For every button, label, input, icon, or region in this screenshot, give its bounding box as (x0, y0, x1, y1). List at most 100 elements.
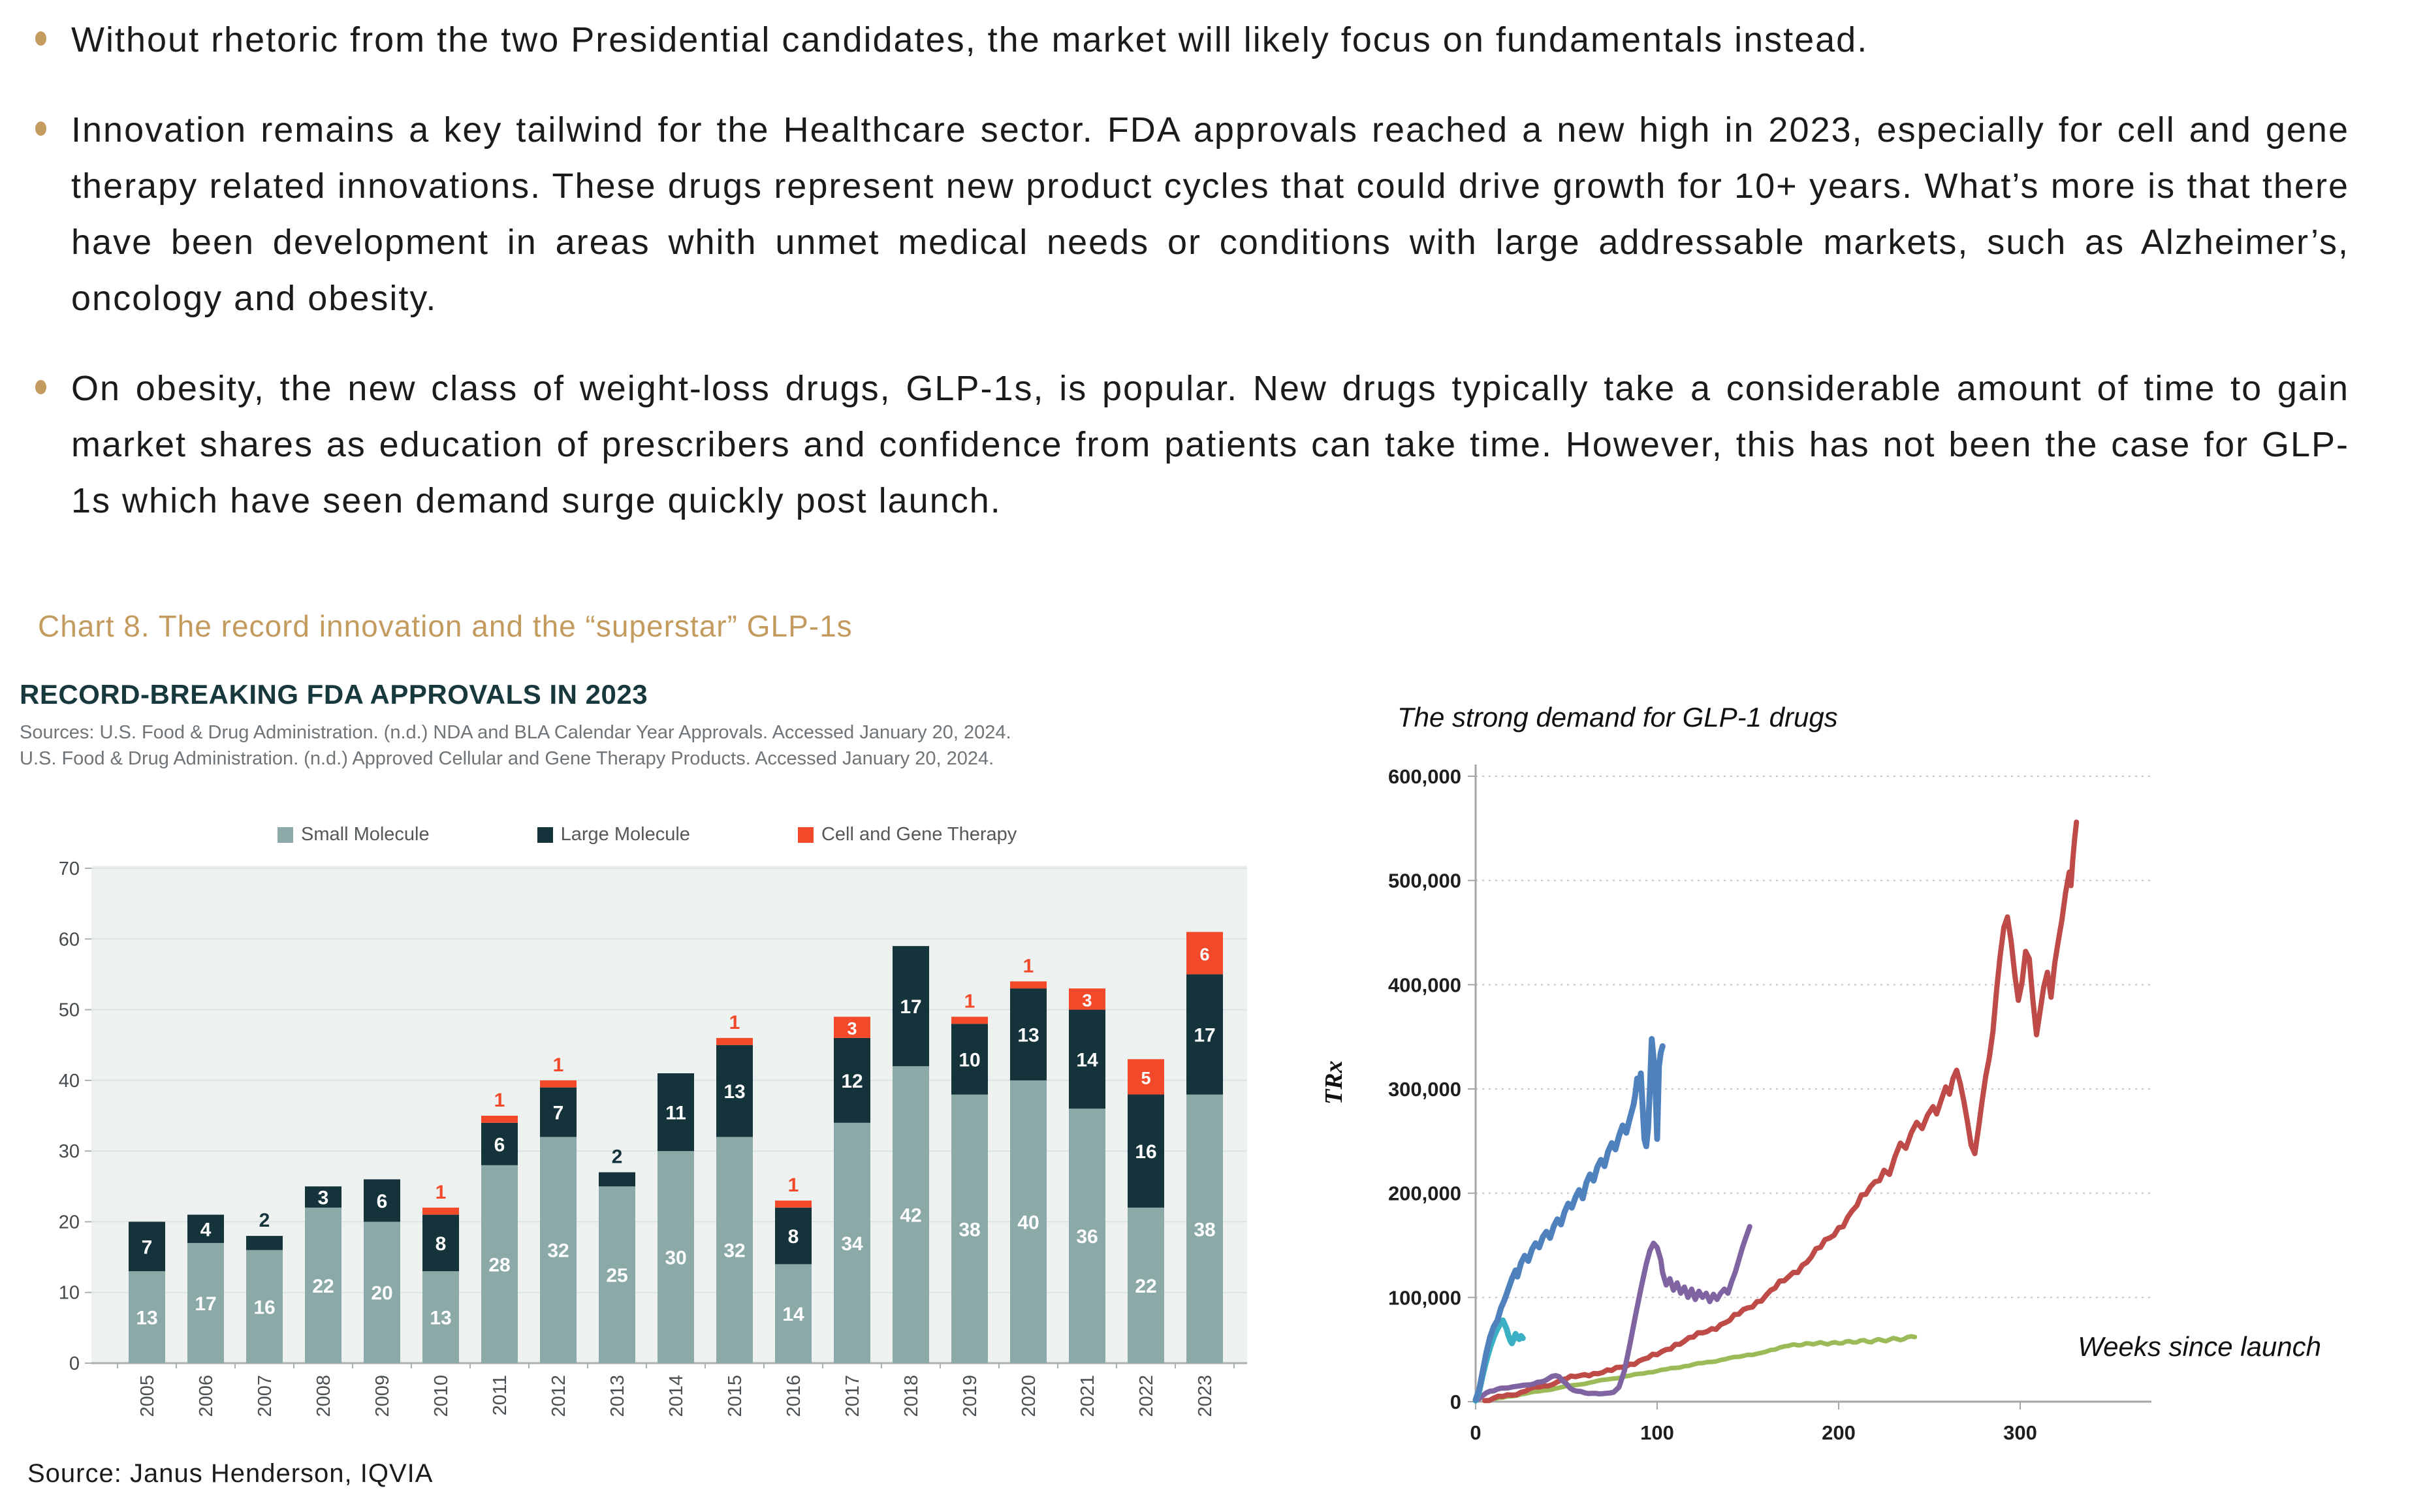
svg-text:100,000: 100,000 (1388, 1286, 1461, 1309)
svg-text:14: 14 (1076, 1049, 1098, 1071)
svg-text:2018: 2018 (901, 1375, 922, 1417)
left-chart-source-line2: U.S. Food & Drug Administration. (n.d.) … (20, 748, 994, 769)
svg-text:16: 16 (253, 1297, 275, 1318)
svg-text:0: 0 (1450, 1391, 1461, 1413)
svg-text:16: 16 (1135, 1141, 1156, 1163)
svg-text:32: 32 (547, 1240, 569, 1262)
svg-text:70: 70 (59, 860, 80, 879)
svg-text:2014: 2014 (666, 1375, 687, 1417)
bullet-text: On obesity, the new class of weight-loss… (71, 369, 2349, 520)
bar-chart-plot: 0102030405060701372005174200616220072232… (59, 860, 1247, 1417)
svg-text:14: 14 (782, 1304, 804, 1325)
svg-text:2008: 2008 (313, 1375, 334, 1417)
svg-text:2006: 2006 (196, 1375, 217, 1417)
svg-text:6: 6 (377, 1191, 388, 1212)
svg-text:34: 34 (841, 1233, 863, 1255)
bullet-icon (35, 31, 46, 46)
svg-text:1: 1 (553, 1054, 564, 1076)
svg-text:300: 300 (2003, 1421, 2037, 1444)
bullet-icon (35, 380, 46, 394)
legend-item-cell-and-gene-therapy: Cell and Gene Therapy (797, 824, 1017, 845)
svg-text:2012: 2012 (548, 1375, 569, 1417)
svg-text:6: 6 (494, 1134, 505, 1156)
svg-text:8: 8 (788, 1226, 799, 1248)
svg-text:4: 4 (200, 1219, 212, 1240)
svg-text:50: 50 (59, 1000, 80, 1021)
svg-text:2: 2 (612, 1146, 623, 1168)
svg-text:TRx: TRx (1320, 1060, 1348, 1105)
legend-label: Cell and Gene Therapy (821, 824, 1017, 845)
legend-swatch-icon (537, 827, 553, 843)
bullet-text: Without rhetoric from the two Presidenti… (71, 20, 1869, 59)
bottom-source: Source: Janus Henderson, IQVIA (27, 1459, 434, 1488)
svg-text:12: 12 (841, 1071, 863, 1092)
bullet-item: Innovation remains a key tailwind for th… (33, 102, 2349, 326)
svg-text:17: 17 (195, 1293, 216, 1315)
svg-text:5: 5 (1141, 1068, 1150, 1088)
svg-text:1: 1 (494, 1090, 505, 1111)
svg-text:40: 40 (1017, 1212, 1039, 1233)
bullet-item: Without rhetoric from the two Presidenti… (33, 12, 2349, 68)
svg-text:2020: 2020 (1019, 1375, 1039, 1417)
svg-text:42: 42 (900, 1205, 921, 1227)
svg-text:30: 30 (665, 1248, 686, 1269)
right-chart-title: The strong demand for GLP-1 drugs (1397, 702, 1838, 732)
svg-text:2017: 2017 (842, 1375, 863, 1417)
svg-text:28: 28 (488, 1254, 510, 1276)
svg-text:200: 200 (1822, 1421, 1856, 1444)
svg-text:22: 22 (312, 1276, 334, 1297)
line-chart-plot: 0 100,000 200,000 300,000 400,000 500,000 600,… (1320, 764, 2321, 1444)
svg-text:36: 36 (1076, 1226, 1098, 1248)
svg-text:Weeks since launch: Weeks since launch (2078, 1331, 2321, 1362)
svg-text:2011: 2011 (490, 1375, 511, 1415)
svg-text:2005: 2005 (137, 1375, 158, 1417)
svg-text:0: 0 (1470, 1421, 1481, 1444)
svg-text:30: 30 (59, 1141, 80, 1162)
svg-text:11: 11 (665, 1103, 686, 1124)
svg-text:2013: 2013 (607, 1375, 628, 1417)
svg-text:2: 2 (259, 1210, 270, 1231)
svg-text:17: 17 (1194, 1024, 1215, 1046)
svg-text:100: 100 (1640, 1421, 1674, 1444)
legend-label: Small Molecule (301, 824, 430, 845)
svg-text:2009: 2009 (372, 1375, 393, 1417)
svg-text:6: 6 (1199, 945, 1209, 964)
svg-text:40: 40 (59, 1071, 80, 1092)
svg-text:1: 1 (788, 1174, 799, 1196)
svg-text:600,000: 600,000 (1388, 765, 1461, 788)
legend-item-large-molecule: Large Molecule (537, 824, 690, 845)
svg-text:7: 7 (553, 1103, 564, 1124)
svg-text:3: 3 (847, 1019, 857, 1039)
svg-text:13: 13 (430, 1308, 451, 1329)
svg-text:20: 20 (371, 1283, 392, 1304)
svg-text:13: 13 (136, 1308, 157, 1329)
svg-text:2007: 2007 (255, 1375, 276, 1417)
svg-text:2023: 2023 (1195, 1375, 1216, 1417)
svg-text:60: 60 (59, 929, 80, 950)
svg-text:38: 38 (1194, 1219, 1215, 1240)
svg-text:2022: 2022 (1136, 1375, 1157, 1417)
svg-text:13: 13 (723, 1081, 745, 1103)
svg-text:7: 7 (142, 1236, 153, 1258)
svg-text:2019: 2019 (960, 1375, 981, 1417)
svg-text:13: 13 (1017, 1024, 1039, 1046)
svg-text:22: 22 (1135, 1276, 1156, 1297)
legend-swatch-icon (277, 827, 293, 843)
bullet-list: Without rhetoric from the two Presidenti… (33, 12, 2349, 563)
left-chart-title: RECORD-BREAKING FDA APPROVALS IN 2023 (20, 679, 648, 710)
svg-text:2021: 2021 (1077, 1375, 1098, 1417)
svg-text:2015: 2015 (725, 1375, 746, 1417)
svg-text:500,000: 500,000 (1388, 870, 1461, 892)
svg-text:300,000: 300,000 (1388, 1078, 1461, 1101)
svg-text:10: 10 (59, 1283, 80, 1304)
bar-chart-legend: Small Molecule Large Molecule Cell and Gen… (20, 824, 1505, 845)
chart8-caption: Chart 8. The record innovation and the “… (38, 609, 853, 643)
svg-text:400,000: 400,000 (1388, 973, 1461, 996)
svg-text:2016: 2016 (784, 1375, 804, 1417)
svg-text:2010: 2010 (431, 1375, 452, 1417)
legend-swatch-icon (797, 827, 814, 843)
fda-approvals-bar-chart: RECORD-BREAKING FDA APPROVALS IN 2023 So… (20, 679, 1247, 1482)
svg-text:1: 1 (436, 1182, 447, 1203)
svg-text:200,000: 200,000 (1388, 1182, 1461, 1205)
svg-text:3: 3 (318, 1188, 329, 1209)
